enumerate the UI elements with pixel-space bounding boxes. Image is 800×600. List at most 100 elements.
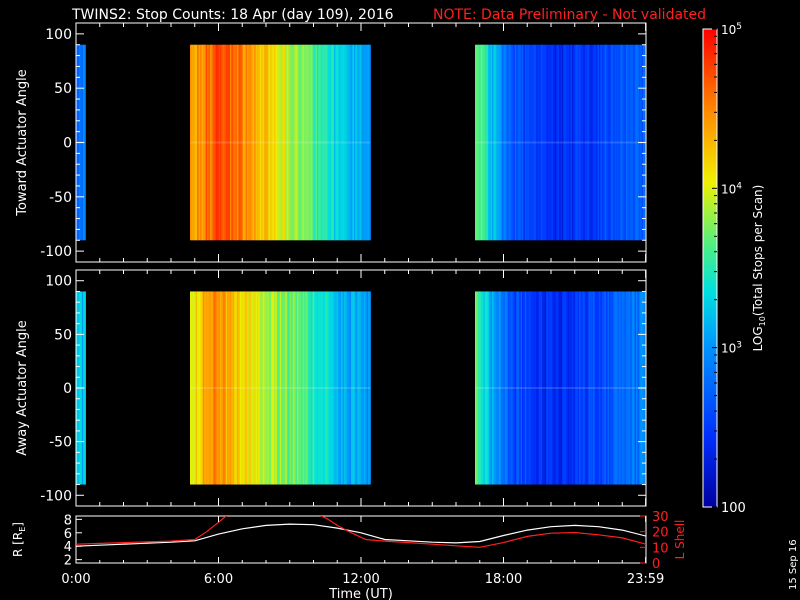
heatmap-cell (342, 291, 345, 485)
heatmap-cell (275, 44, 278, 241)
heatmap-cell (269, 44, 272, 241)
heatmap-cell (606, 291, 608, 485)
heatmap-cell (346, 44, 349, 241)
heatmap-cell (197, 44, 199, 241)
heatmap-cell (286, 291, 289, 485)
heatmap-cell (550, 291, 553, 485)
heatmap-cell (608, 44, 611, 241)
heatmap-cell (198, 291, 201, 485)
heatmap-cell (315, 44, 318, 241)
heatmap-cell (349, 291, 352, 485)
heatmap-cell (244, 44, 246, 241)
heatmap-cell (601, 44, 604, 241)
heatmap-cell (249, 44, 252, 241)
heatmap-cell (319, 291, 322, 485)
heatmap-cell (616, 291, 618, 485)
heatmap-cell (483, 44, 486, 241)
heatmap-cell (315, 291, 318, 485)
heatmap-cell (610, 44, 613, 241)
heatmap-cell (245, 291, 248, 485)
heatmap-cell (275, 291, 278, 485)
heatmap-cell (222, 44, 225, 241)
heatmap-cell (281, 291, 284, 485)
heatmap-cell (321, 291, 323, 485)
heatmap-cell (570, 44, 573, 241)
heatmap-cell (475, 44, 477, 241)
heatmap-cell (523, 44, 526, 241)
heatmap-cell (289, 44, 292, 241)
heatmap-cell (532, 291, 534, 485)
heatmap-cell (561, 44, 564, 241)
heatmap-cell (256, 291, 259, 485)
heatmap-cell (209, 44, 212, 241)
heatmap-cell (198, 44, 201, 241)
heatmap-cell (546, 44, 549, 241)
heatmap-cell (564, 291, 567, 485)
heatmap-cell (209, 291, 212, 485)
heatmap-cell (328, 291, 331, 485)
heatmap-cell (261, 44, 264, 241)
heatmap-cell (557, 291, 560, 485)
zero-angle-stripe (475, 141, 646, 144)
heatmap-cell (570, 291, 573, 485)
heatmap-cell (509, 44, 512, 241)
heatmap-cell (358, 44, 360, 241)
heatmap-cell (613, 291, 616, 485)
heatmap-cell (366, 291, 369, 485)
heatmap-cell (607, 291, 610, 485)
heatmap-cell (563, 291, 566, 485)
heatmap-cell (479, 291, 482, 485)
orbit-panel-frame (75, 515, 647, 564)
zero-angle-stripe (190, 141, 371, 144)
heatmap-cell (536, 44, 539, 241)
heatmap-cell (247, 291, 249, 485)
heatmap-cell (298, 44, 301, 241)
heatmap-cell (601, 291, 604, 485)
heatmap-cell (480, 291, 483, 485)
heatmap-cell (594, 44, 597, 241)
heatmap-cell (229, 44, 232, 241)
heatmap-cell (285, 291, 288, 485)
heatmap-cell (523, 291, 526, 485)
heatmap-cell (477, 44, 480, 241)
heatmap-cell (494, 44, 497, 241)
heatmap-cell (574, 291, 577, 485)
heatmap-cell (232, 291, 235, 485)
heatmap-cell (271, 291, 274, 485)
right-tick-label: 10 (652, 541, 669, 556)
y-tick-label: 100 (45, 274, 72, 290)
heatmap-cell (278, 291, 281, 485)
heatmap-cell (587, 291, 590, 485)
preliminary-note: NOTE: Data Preliminary - Not validated (433, 7, 707, 23)
heatmap-cell (537, 291, 540, 485)
heatmap-cell (503, 44, 506, 241)
heatmap-cell (554, 291, 557, 485)
heatmap-cell (305, 44, 308, 241)
heatmap-cell (580, 291, 583, 485)
heatmap-cell (497, 44, 500, 241)
heatmap-cell (309, 44, 312, 241)
heatmap-cell (631, 291, 634, 485)
heatmap-cell (359, 44, 362, 241)
heatmap-cell (369, 291, 371, 485)
heatmap-cell (603, 291, 606, 485)
heatmap-cell (237, 291, 239, 485)
heatmap-cell (208, 44, 211, 241)
heatmap-cell (624, 291, 627, 485)
heatmap-cell (559, 291, 561, 485)
heatmap-cell (543, 291, 546, 485)
heatmap-cell (624, 44, 627, 241)
heatmap-cell (475, 291, 477, 485)
colorbar-tick-label: 103 (721, 341, 742, 356)
heatmap-cell (306, 44, 309, 241)
heatmap-cell (597, 291, 600, 485)
heatmap-cell (326, 44, 329, 241)
heatmap-cell (271, 44, 274, 241)
heatmap-cell (524, 44, 527, 241)
heatmap-cell (560, 44, 563, 241)
heatmap-cell (238, 291, 241, 485)
heatmap-cell (194, 44, 197, 241)
y-axis-label: Away Actuator Angle (15, 320, 30, 455)
left-tick-label: 4 (64, 540, 72, 555)
heatmap-cell (346, 291, 349, 485)
